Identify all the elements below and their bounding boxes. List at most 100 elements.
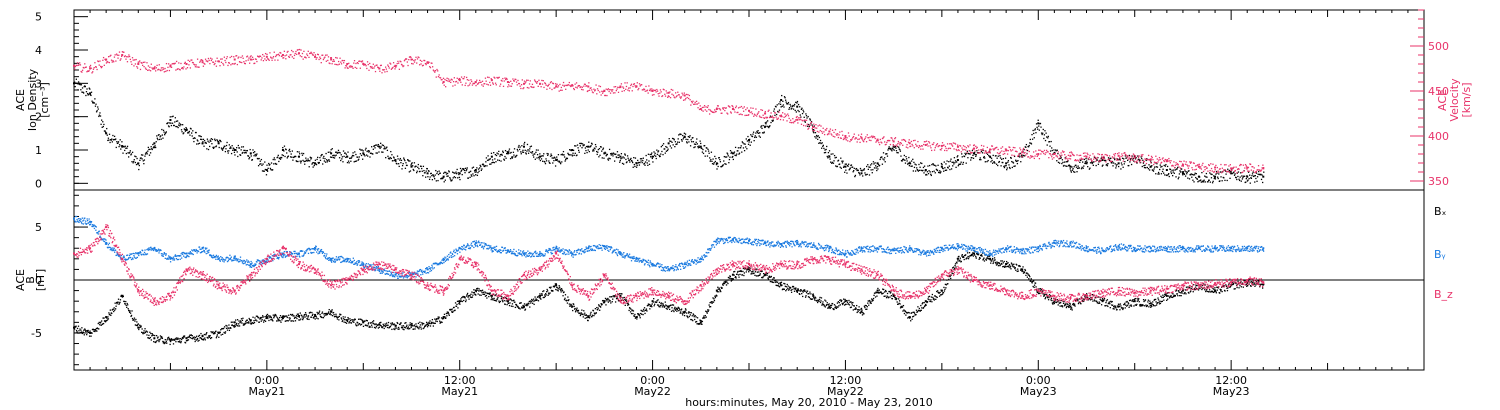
bx-series-sample [268,315,271,317]
density-series-sample [259,160,261,162]
velocity-series-sample [444,78,446,81]
density-series-sample [1201,171,1203,174]
density-series-sample [646,159,648,161]
density-series-sample [207,148,210,151]
density-series-sample [592,150,594,152]
density-series-sample [574,145,576,147]
density-series-sample [745,146,747,148]
velocity-series-sample [1132,159,1134,161]
density-series-sample [1163,172,1165,174]
velocity-series-sample [1118,152,1120,154]
velocity-series-sample [494,77,496,79]
bx-series-sample [78,332,81,334]
velocity-series-sample [920,148,922,150]
density-series-sample [1143,165,1145,167]
velocity-series-sample [978,149,980,151]
density-series-sample [1084,161,1087,163]
density-series-sample [229,146,232,148]
density-series-sample [485,157,488,159]
velocity-series-sample [439,77,442,79]
density-series-sample [552,157,554,159]
density-series-sample [541,155,543,157]
density-series-sample [766,125,768,127]
density-series-sample [966,150,968,152]
density-series-sample [915,164,917,166]
velocity-series-sample [124,55,126,57]
density-series-sample [342,161,344,163]
bx-series-sample [250,322,253,325]
bx-series-sample [252,322,255,325]
density-series-sample [986,153,989,156]
density-series-sample [779,103,782,105]
velocity-series-sample [1113,153,1115,156]
density-series-sample [624,153,626,155]
density-series-sample [103,123,105,126]
density-series-sample [593,150,595,152]
velocity-series-sample [779,118,782,121]
bx-series-sample [228,324,230,326]
density-series-sample [1051,149,1053,152]
density-series-sample [962,161,965,164]
density-series-sample [1100,157,1102,159]
velocity-series-sample [422,64,424,67]
velocity-series-sample [511,83,513,85]
velocity-series-sample [910,145,912,147]
bx-series-sample [342,316,344,318]
velocity-series-sample [992,148,994,150]
density-series-sample [666,149,669,152]
density-series-sample [914,163,916,165]
velocity-series-sample [656,88,658,91]
density-series-sample [837,159,840,161]
velocity-series-sample [868,137,870,139]
bx-series-point [555,284,558,287]
density-series-sample [1053,151,1056,154]
velocity-series-sample [1215,171,1218,174]
velocity-series-sample [244,63,246,65]
density-series-sample [909,162,912,165]
density-series-sample [161,134,164,136]
density-series-sample [804,121,806,123]
velocity-series-sample [316,56,318,59]
density-series-sample [178,122,180,124]
density-series-sample [412,168,414,171]
density-series-sample [853,170,855,172]
density-series-sample [740,147,742,149]
bx-series-sample [166,342,168,344]
velocity-series-sample [650,90,652,92]
density-series-sample [350,160,352,162]
density-series-sample [83,92,85,94]
bx-series-sample [106,319,109,321]
density-series-sample [1078,167,1080,169]
density-series-sample [944,167,946,169]
velocity-series-sample [712,111,714,113]
density-series-sample [939,170,941,172]
density-series-sample [778,109,781,111]
velocity-series-point [1181,163,1184,166]
density-series-sample [639,161,641,164]
density-series-sample [652,161,654,163]
velocity-series-sample [299,55,301,57]
velocity-series-sample [500,79,502,82]
bx-series-sample [399,323,401,326]
velocity-series-sample [1194,169,1196,171]
velocity-series-sample [571,84,573,86]
bx-series-sample [366,325,368,327]
density-series-sample [98,115,100,118]
bx-series-sample [403,326,406,328]
velocity-series-sample [539,83,541,85]
density-series-sample [358,156,360,158]
density-series-sample [805,113,807,115]
bx-series-sample [147,337,150,339]
density-series-sample [151,148,153,151]
velocity-series-sample [1106,154,1109,157]
velocity-series-sample [382,69,384,71]
velocity-series-sample [1131,157,1133,159]
velocity-series-sample [145,68,147,71]
bx-series-sample [276,320,278,322]
velocity-series-sample [97,60,99,62]
velocity-series-sample [345,64,347,67]
velocity-series-sample [1122,160,1124,162]
density-series-sample [292,159,294,161]
density-series-sample [554,157,556,159]
velocity-series-sample [1191,167,1193,169]
